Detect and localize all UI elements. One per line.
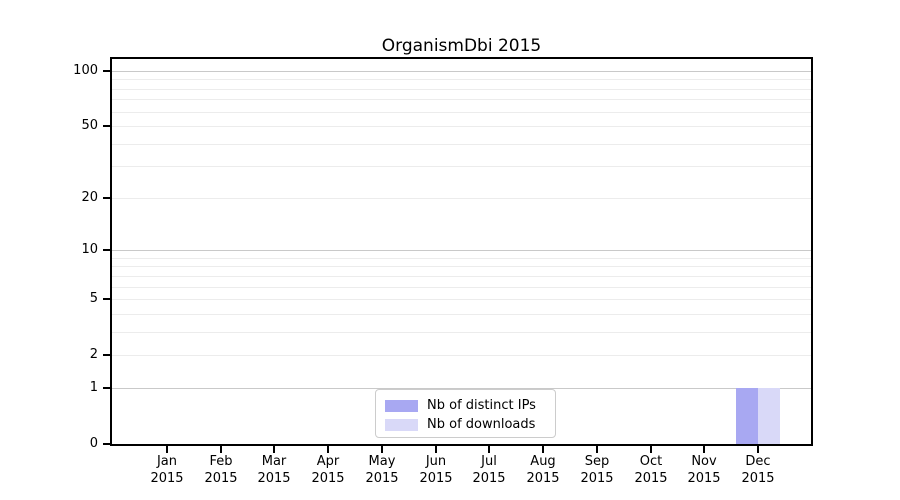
x-tick [166, 446, 168, 453]
bar-downloads [758, 388, 780, 444]
gridline-minor [112, 99, 811, 100]
x-tick-label: Feb 2015 [204, 454, 238, 486]
y-tick-label: 10 [81, 242, 98, 257]
x-tick-label: Jan 2015 [150, 454, 184, 486]
x-tick [435, 446, 437, 453]
x-tick [488, 446, 490, 453]
gridline-minor [112, 89, 811, 90]
y-tick [103, 125, 110, 127]
gridline-minor [112, 166, 811, 167]
legend: Nb of distinct IPs Nb of downloads [375, 389, 556, 438]
legend-label: Nb of distinct IPs [427, 398, 536, 413]
x-tick-label: Jun 2015 [419, 454, 453, 486]
y-tick-label: 50 [81, 118, 98, 133]
x-tick [650, 446, 652, 453]
x-tick [381, 446, 383, 453]
x-tick-label: Mar 2015 [257, 454, 291, 486]
x-tick [703, 446, 705, 453]
bar-distinct-ips [736, 388, 758, 444]
y-tick [103, 387, 110, 389]
y-tick-label: 5 [89, 291, 98, 306]
x-tick [273, 446, 275, 453]
x-tick-label: Oct 2015 [634, 454, 668, 486]
x-tick-label: Sep 2015 [580, 454, 614, 486]
y-tick [103, 354, 110, 356]
gridline-minor [112, 198, 811, 199]
legend-swatch [385, 418, 418, 431]
y-tick [103, 298, 110, 300]
x-tick-label: Nov 2015 [687, 454, 721, 486]
plot-area: 0 1 2 5 10 20 50 100 Jan 2015 Feb 2015 Mar 2015 Apr 201… [73, 57, 813, 486]
y-tick [103, 70, 110, 72]
gridline-minor [112, 299, 811, 300]
x-tick-label: Aug 2015 [526, 454, 560, 486]
gridline-major [112, 71, 811, 72]
y-tick [103, 197, 110, 199]
gridline-minor [112, 112, 811, 113]
x-tick [542, 446, 544, 453]
gridline-minor [112, 144, 811, 145]
gridline-minor [112, 266, 811, 267]
x-tick [757, 446, 759, 453]
x-tick-label: Jul 2015 [472, 454, 506, 486]
y-tick-label: 1 [89, 380, 98, 395]
x-tick [596, 446, 598, 453]
x-tick-label: May 2015 [365, 454, 399, 486]
gridline-minor [112, 332, 811, 333]
y-tick-label: 20 [81, 190, 98, 205]
legend-entry-downloads: Nb of downloads [385, 415, 546, 434]
x-tick [327, 446, 329, 453]
gridline-major [112, 388, 811, 389]
legend-label: Nb of downloads [427, 417, 536, 432]
gridline-minor [112, 287, 811, 288]
y-tick [103, 249, 110, 251]
gridline-minor [112, 258, 811, 259]
legend-swatch [385, 399, 418, 412]
y-tick-label: 100 [73, 63, 98, 78]
gridline-major [112, 250, 811, 251]
y-tick-label: 0 [89, 436, 98, 451]
gridline-minor [112, 79, 811, 80]
x-tick-label: Dec 2015 [741, 454, 775, 486]
gridline-minor [112, 126, 811, 127]
legend-entry-distinct-ips: Nb of distinct IPs [385, 396, 546, 415]
gridline-minor [112, 355, 811, 356]
gridline-minor [112, 314, 811, 315]
chart-title: OrganismDbi 2015 [381, 36, 542, 56]
y-tick [103, 443, 110, 445]
x-tick [220, 446, 222, 453]
x-tick-label: Apr 2015 [311, 454, 345, 486]
y-tick-label: 2 [89, 347, 98, 362]
gridline-minor [112, 276, 811, 277]
